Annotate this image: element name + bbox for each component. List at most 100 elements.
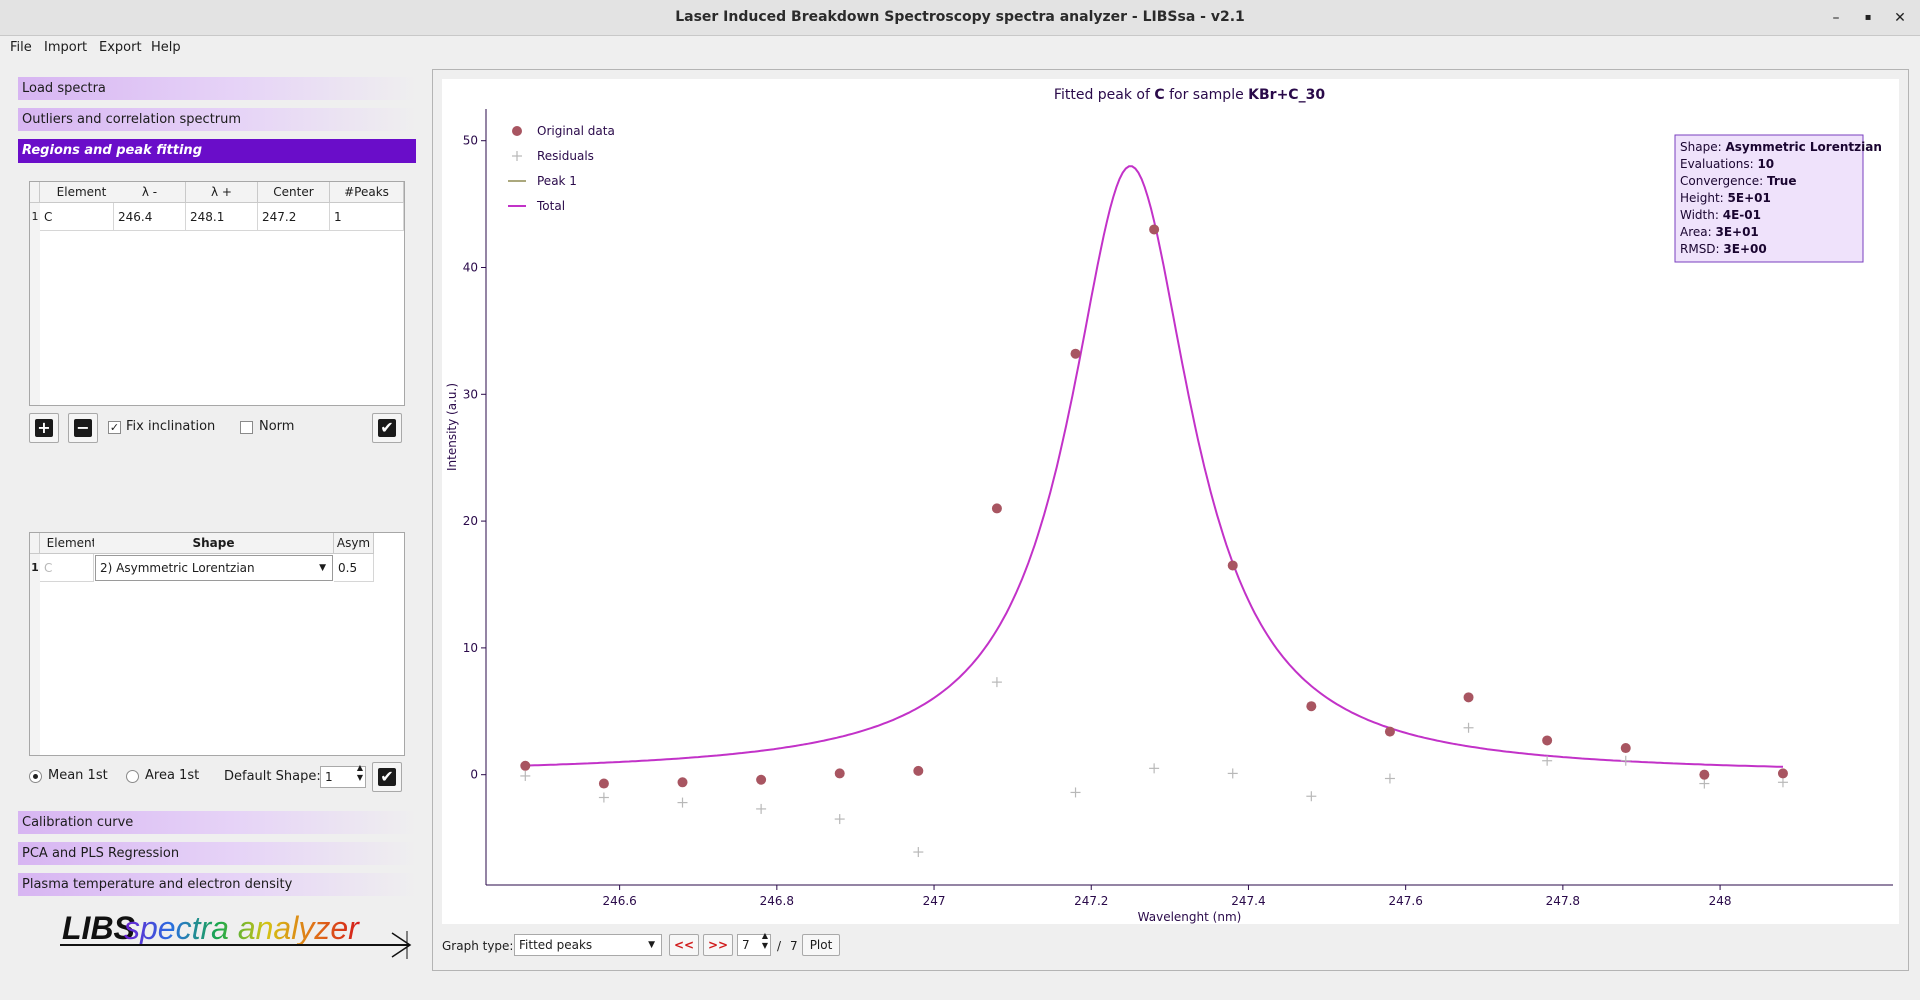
remove-region-button[interactable]: −: [68, 413, 98, 443]
menu-file[interactable]: File: [10, 40, 32, 55]
cell-lambda-max[interactable]: 248.1: [186, 203, 258, 231]
fit-info-label: Area:: [1680, 225, 1715, 239]
apply-shapes-button[interactable]: ✔: [372, 762, 402, 792]
shape-dropdown[interactable]: 2) Asymmetric Lorentzian ▼: [95, 555, 333, 581]
x-tick-label: 247.6: [1388, 894, 1422, 908]
cell-center[interactable]: 247.2: [258, 203, 330, 231]
cell-lambda-min[interactable]: 246.4: [114, 203, 186, 231]
row-header-column: [30, 554, 40, 755]
y-tick-label: 50: [463, 134, 478, 148]
total-line: [525, 165, 1784, 768]
area-1st-label: Area 1st: [145, 768, 200, 783]
header-peaks[interactable]: #Peaks: [330, 182, 404, 203]
y-tick-label: 10: [463, 641, 478, 655]
header-lambda-max[interactable]: λ +: [186, 182, 258, 203]
default-shape-spinbox[interactable]: 1 ▲ ▼: [320, 763, 366, 788]
spin-arrows-icon[interactable]: ▲ ▼: [356, 763, 363, 782]
mean-1st-radio[interactable]: [29, 770, 42, 783]
norm-checkbox[interactable]: [240, 421, 253, 434]
residual-point: [834, 814, 845, 825]
menu-help[interactable]: Help: [151, 40, 181, 55]
graph-type-dropdown[interactable]: Fitted peaks ▼: [514, 934, 662, 956]
original-data-point: [913, 765, 924, 776]
add-region-button[interactable]: +: [29, 413, 59, 443]
x-tick-label: 247.2: [1074, 894, 1108, 908]
section-load-spectra[interactable]: Load spectra: [18, 77, 416, 100]
original-data-point: [991, 503, 1002, 514]
section-regions-peak-fitting[interactable]: Regions and peak fitting: [18, 139, 416, 163]
fit-info-value: 3E+00: [1723, 242, 1766, 256]
header-center[interactable]: Center: [258, 182, 330, 203]
header-element[interactable]: Element: [40, 182, 124, 203]
spin-arrows-icon[interactable]: ▲ ▼: [761, 931, 768, 950]
header-shape[interactable]: Shape: [94, 533, 334, 554]
residual-point: [1620, 755, 1631, 766]
maximize-button[interactable]: ▪: [1864, 12, 1872, 23]
legend: Original data Residuals Peak 1 Total: [508, 124, 615, 213]
close-button[interactable]: ✕: [1894, 10, 1906, 26]
header-asym[interactable]: Asym: [334, 533, 374, 554]
legend-entry: Residuals: [537, 149, 594, 163]
fix-inclination-checkbox[interactable]: ✓: [108, 421, 121, 434]
header-lambda-min[interactable]: λ -: [114, 182, 186, 203]
residual-point: [1699, 778, 1710, 789]
residual-point: [1149, 763, 1160, 774]
row-header-column: [30, 203, 40, 405]
original-data-point: [598, 778, 609, 789]
menu-export[interactable]: Export: [99, 40, 142, 55]
original-data-point: [1542, 735, 1553, 746]
residual-point: [1542, 755, 1553, 766]
logo-libs-text: LIBS: [62, 910, 136, 946]
fit-info-label: Shape:: [1680, 140, 1725, 154]
x-tick-label: 246.8: [760, 894, 794, 908]
fit-info-value: True: [1767, 174, 1796, 188]
fit-info-line: Area: 3E+01: [1680, 225, 1759, 239]
original-data-point: [1149, 224, 1160, 235]
original-data-point: [1699, 769, 1710, 780]
x-axis-label: Wavelenght (nm): [1138, 910, 1242, 924]
section-outliers[interactable]: Outliers and correlation spectrum: [18, 108, 416, 131]
peak-1-line: [525, 165, 1784, 768]
residual-point: [1306, 791, 1317, 802]
y-tick-label: 30: [463, 387, 478, 401]
page-separator: /: [777, 939, 782, 953]
plus-icon: +: [35, 419, 53, 437]
fit-info-line: Width: 4E-01: [1680, 208, 1761, 222]
minimize-button[interactable]: –: [1832, 10, 1840, 26]
menu-import[interactable]: Import: [44, 40, 88, 55]
chevron-down-icon: ▼: [648, 940, 655, 950]
chart-title-mid: for sample: [1165, 87, 1249, 103]
legend-entry: Total: [536, 199, 565, 213]
cell-peaks[interactable]: 1: [330, 203, 404, 231]
original-data-point: [1306, 701, 1317, 712]
check-icon: ✔: [378, 768, 396, 786]
chart-title: Fitted peak of C for sample KBr+C_30: [1054, 87, 1325, 103]
plot-button[interactable]: Plot: [802, 934, 840, 956]
original-data-point: [1384, 726, 1395, 737]
residual-point: [677, 797, 688, 808]
prev-button[interactable]: <<: [669, 934, 699, 956]
cell-element[interactable]: C: [40, 203, 114, 231]
section-plasma-temperature[interactable]: Plasma temperature and electron density: [18, 873, 416, 896]
next-button[interactable]: >>: [703, 934, 733, 956]
fit-info-label: Convergence:: [1680, 174, 1767, 188]
y-tick-label: 20: [463, 514, 478, 528]
apply-regions-button[interactable]: ✔: [372, 413, 402, 443]
fit-info-line: Shape: Asymmetric Lorentzian: [1680, 140, 1882, 154]
original-data-point: [1463, 692, 1474, 703]
fit-info-value: 5E+01: [1728, 191, 1771, 205]
page-value: 7: [742, 938, 750, 952]
mean-1st-label: Mean 1st: [48, 768, 108, 783]
fitted-peak-chart[interactable]: Fitted peak of C for sample KBr+C_30 0 10 2…: [442, 79, 1899, 924]
header-element[interactable]: Element: [40, 533, 104, 554]
area-1st-radio[interactable]: [126, 770, 139, 783]
fit-info-line: Height: 5E+01: [1680, 191, 1771, 205]
plot-area[interactable]: Fitted peak of C for sample KBr+C_30 0 10 2…: [442, 79, 1899, 924]
cell-asym[interactable]: 0.5: [334, 554, 374, 582]
page-spinbox[interactable]: 7 ▲ ▼: [737, 931, 771, 956]
x-tick-label: 247: [923, 894, 946, 908]
fit-info-value: 10: [1757, 157, 1774, 171]
original-data-point: [677, 777, 688, 788]
section-calibration-curve[interactable]: Calibration curve: [18, 811, 416, 834]
section-pca-pls[interactable]: PCA and PLS Regression: [18, 842, 416, 865]
